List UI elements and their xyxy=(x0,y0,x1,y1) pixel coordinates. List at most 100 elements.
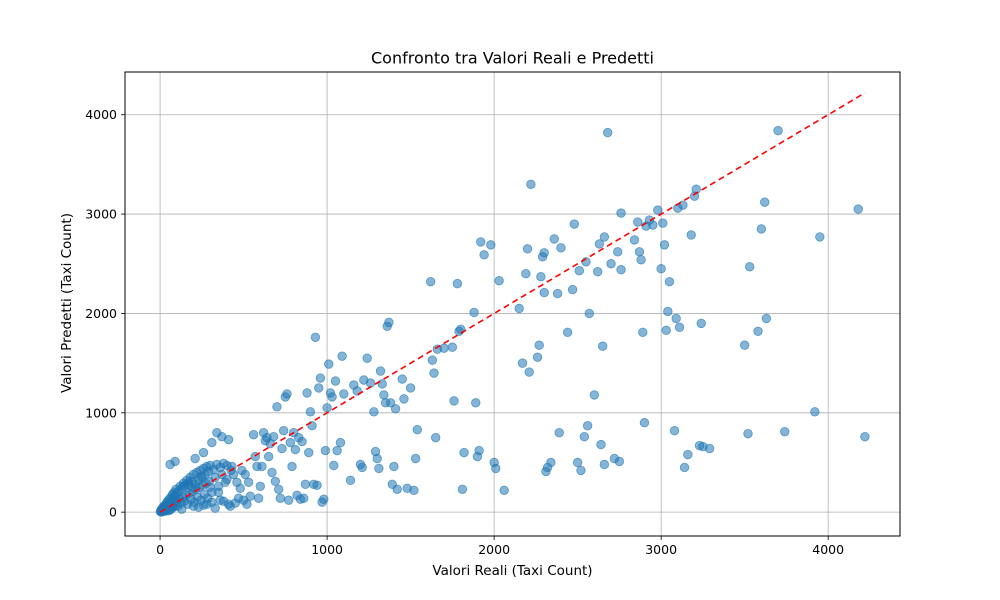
data-point xyxy=(187,476,198,487)
data-point xyxy=(329,460,339,471)
x-tick-label: 0 xyxy=(156,542,164,557)
data-point xyxy=(704,443,715,454)
data-point xyxy=(205,482,215,493)
data-point xyxy=(469,307,479,318)
data-point xyxy=(552,288,563,299)
data-point xyxy=(603,127,613,138)
data-point xyxy=(756,224,767,234)
data-point xyxy=(299,493,309,503)
reference-line xyxy=(159,92,866,513)
data-point xyxy=(384,317,394,328)
data-point xyxy=(283,495,294,505)
data-point xyxy=(399,394,409,404)
data-point xyxy=(312,480,322,491)
data-point xyxy=(190,453,200,464)
data-point xyxy=(447,342,458,352)
data-point xyxy=(567,284,578,295)
data-point xyxy=(761,313,772,324)
data-point xyxy=(222,474,232,485)
data-point xyxy=(369,407,379,417)
data-point xyxy=(270,476,281,487)
data-point xyxy=(658,218,668,228)
data-point xyxy=(669,425,680,436)
data-point xyxy=(546,457,556,468)
data-point xyxy=(592,267,603,277)
data-point xyxy=(379,390,389,400)
data-point xyxy=(633,217,643,227)
data-point xyxy=(596,439,606,450)
data-point xyxy=(494,275,504,286)
data-point xyxy=(263,451,274,462)
data-point xyxy=(322,403,332,413)
axis-ticks: 0 1000 2000 3000 4000 0 1000 2000 3000 4000 xyxy=(85,107,844,557)
data-point xyxy=(213,487,224,497)
data-point xyxy=(584,308,595,319)
data-point xyxy=(314,383,324,393)
y-tick-label: 0 xyxy=(109,505,117,520)
chart-title: Confronto tra Valori Reali e Predetti xyxy=(371,49,654,68)
data-point xyxy=(439,343,449,353)
data-point xyxy=(753,326,763,337)
data-point xyxy=(524,367,534,377)
data-point xyxy=(674,322,685,333)
data-point xyxy=(430,432,441,443)
data-point xyxy=(273,484,284,495)
data-point xyxy=(385,398,396,408)
data-point xyxy=(425,276,436,287)
grid xyxy=(125,72,900,536)
data-point xyxy=(636,255,646,265)
x-tick-label: 4000 xyxy=(812,542,844,557)
data-point xyxy=(177,504,187,514)
data-point xyxy=(248,429,259,440)
data-point xyxy=(198,447,209,458)
data-point xyxy=(589,390,600,400)
data-point xyxy=(582,421,593,431)
y-tick-label: 4000 xyxy=(85,107,117,122)
data-point xyxy=(853,204,863,214)
data-point xyxy=(300,479,311,490)
data-point xyxy=(332,445,342,456)
data-point xyxy=(215,495,225,505)
data-point xyxy=(196,471,206,482)
data-point xyxy=(569,219,579,229)
plot-area-frame xyxy=(124,71,901,537)
data-point xyxy=(320,445,331,456)
data-point xyxy=(616,265,626,275)
data-point xyxy=(240,469,250,480)
data-point xyxy=(365,378,376,388)
data-point xyxy=(671,313,681,324)
data-point xyxy=(277,443,287,454)
data-point xyxy=(397,374,407,384)
data-point xyxy=(562,327,573,338)
data-point xyxy=(760,197,770,207)
data-point xyxy=(245,491,255,501)
data-point xyxy=(514,303,524,314)
data-point xyxy=(574,266,585,276)
data-point xyxy=(815,232,825,242)
data-point xyxy=(412,424,422,435)
data-point xyxy=(534,340,544,350)
data-point xyxy=(661,325,671,336)
data-point xyxy=(613,247,623,257)
data-point xyxy=(659,240,670,250)
data-point xyxy=(459,447,469,458)
data-point xyxy=(207,437,217,448)
y-axis-label: Valori Predetti (Taxi Count) xyxy=(59,213,75,393)
data-point xyxy=(375,366,386,376)
data-point xyxy=(310,332,321,342)
data-point xyxy=(390,404,401,414)
data-point xyxy=(188,501,199,511)
data-point xyxy=(474,445,484,456)
data-point xyxy=(170,456,180,467)
data-point xyxy=(268,431,279,442)
data-point xyxy=(255,481,265,492)
data-point xyxy=(243,477,254,488)
data-point xyxy=(290,444,301,455)
data-point xyxy=(362,353,372,363)
data-point xyxy=(178,481,189,492)
data-point xyxy=(337,351,347,361)
data-point xyxy=(339,389,349,399)
data-point xyxy=(305,407,316,417)
data-point xyxy=(597,341,608,351)
